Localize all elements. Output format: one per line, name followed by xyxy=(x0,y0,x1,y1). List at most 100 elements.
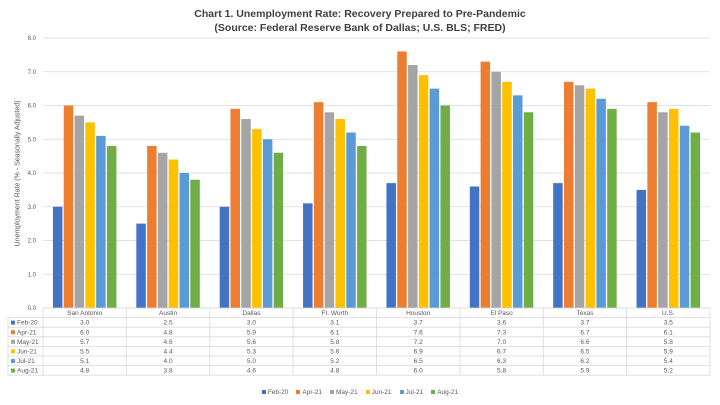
y-tick-label: 2.0 xyxy=(28,239,37,245)
legend-key-swatch xyxy=(11,368,15,373)
data-cell: 6.6 xyxy=(580,339,589,346)
data-cell: 6.2 xyxy=(580,358,589,365)
legend-label: Jul-21 xyxy=(405,389,424,396)
bar-feb-20 xyxy=(219,206,230,308)
bar-jun-21 xyxy=(668,108,679,308)
category-label: Ft. Worth xyxy=(322,310,349,317)
data-cell: 6.5 xyxy=(414,358,423,365)
data-cell: 3.5 xyxy=(664,320,673,327)
data-cell: 3.1 xyxy=(330,320,339,327)
data-cell: 6.7 xyxy=(497,349,506,356)
data-cell: 7.6 xyxy=(414,329,423,336)
legend-label: May-21 xyxy=(335,389,358,396)
bar-feb-20 xyxy=(303,203,313,308)
data-cell: 6.1 xyxy=(330,329,339,336)
bar-jun-21 xyxy=(335,119,345,308)
bar-jul-21 xyxy=(179,173,190,308)
data-cell: 5.9 xyxy=(247,329,256,336)
bar-may-21 xyxy=(241,119,251,308)
bar-jul-21 xyxy=(679,125,690,308)
legend-item: Jun-21 xyxy=(365,389,392,396)
data-cell: 5.8 xyxy=(664,339,673,346)
bar-may-21 xyxy=(491,71,501,308)
legend-item: Aug-21 xyxy=(431,389,458,396)
y-tick-label: 8.0 xyxy=(28,36,37,42)
bar-feb-20 xyxy=(136,223,146,308)
data-cell: 4.6 xyxy=(247,368,256,375)
bar-jun-21 xyxy=(418,75,429,308)
legend-item: May-21 xyxy=(329,389,358,396)
bar-may-21 xyxy=(574,85,585,308)
bar-jul-21 xyxy=(596,98,606,308)
bar-apr-21 xyxy=(480,61,491,308)
bar-may-21 xyxy=(74,115,85,308)
chart-title-line: Chart 1. Unemployment Rate: Recovery Pre… xyxy=(194,8,526,20)
data-cell: 3.7 xyxy=(580,320,589,327)
legend-swatch-icon xyxy=(365,390,370,395)
series-row-label: Aug-21 xyxy=(17,368,38,375)
category-label: Austin xyxy=(159,310,177,317)
data-cell: 7.2 xyxy=(414,339,423,346)
bar-jul-21 xyxy=(429,88,440,308)
data-cell: 7.0 xyxy=(497,339,506,346)
bar-aug-21 xyxy=(190,179,200,308)
series-row-label: Jul-21 xyxy=(17,358,35,365)
category-label: San Antonio xyxy=(67,310,102,317)
data-cell: 3.0 xyxy=(247,320,256,327)
data-cell: 5.8 xyxy=(330,339,339,346)
y-tick-label: 5.0 xyxy=(28,137,37,143)
data-cell: 3.0 xyxy=(80,320,89,327)
data-cell: 5.6 xyxy=(247,339,256,346)
legend-swatch-icon xyxy=(296,390,301,395)
legend-key-swatch xyxy=(11,339,15,344)
category-label: Houston xyxy=(406,310,431,317)
bar-feb-20 xyxy=(553,183,563,308)
data-cell: 6.3 xyxy=(497,358,506,365)
bar-jul-21 xyxy=(96,135,106,308)
category-label: Dallas xyxy=(242,310,261,317)
bar-jun-21 xyxy=(252,129,262,308)
bar-jul-21 xyxy=(262,139,273,308)
category-label: U.S. xyxy=(662,310,675,317)
data-cell: 7.3 xyxy=(497,329,506,336)
legend-item: Jul-21 xyxy=(399,389,424,396)
bar-aug-21 xyxy=(357,146,367,308)
legend-key-swatch xyxy=(11,330,15,335)
legend-item: Apr-21 xyxy=(296,389,322,396)
legend-swatch-icon xyxy=(431,390,436,395)
data-cell: 3.6 xyxy=(497,320,506,327)
chart-title: Chart 1. Unemployment Rate: Recovery Pre… xyxy=(0,7,720,35)
data-cell: 6.5 xyxy=(580,349,589,356)
legend-label: Jun-21 xyxy=(371,389,392,396)
bar-feb-20 xyxy=(52,206,63,308)
bar-may-21 xyxy=(408,65,418,308)
data-cell: 5.7 xyxy=(80,339,89,346)
data-cell: 4.8 xyxy=(330,368,339,375)
data-cell: 6.0 xyxy=(80,329,89,336)
bar-aug-21 xyxy=(440,105,450,308)
data-cell: 4.6 xyxy=(164,339,173,346)
data-cell: 5.2 xyxy=(664,368,673,375)
legend-label: Aug-21 xyxy=(437,389,459,396)
y-tick-label: 6.0 xyxy=(28,104,37,110)
bar-apr-21 xyxy=(313,102,324,308)
legend-swatch-icon xyxy=(261,390,266,395)
bar-jul-21 xyxy=(513,95,523,308)
data-cell: 6.1 xyxy=(664,329,673,336)
legend-item: Feb-20 xyxy=(261,389,289,396)
bar-jun-21 xyxy=(585,88,596,308)
data-cell: 4.4 xyxy=(164,349,173,356)
legend-swatch-icon xyxy=(399,390,404,395)
y-tick-label: 3.0 xyxy=(28,205,37,211)
series-row-label: May-21 xyxy=(17,339,39,346)
legend-label: Apr-21 xyxy=(302,389,322,396)
data-cell: 6.9 xyxy=(414,349,423,356)
category-label: El Paso xyxy=(490,310,513,317)
legend-key-swatch xyxy=(11,349,15,354)
data-cell: 3.8 xyxy=(164,368,173,375)
data-cell: 5.6 xyxy=(330,349,339,356)
data-cell: 4.8 xyxy=(80,368,89,375)
data-cell: 5.9 xyxy=(580,368,589,375)
data-cell: 4.0 xyxy=(164,358,173,365)
legend-label: Feb-20 xyxy=(267,389,289,396)
